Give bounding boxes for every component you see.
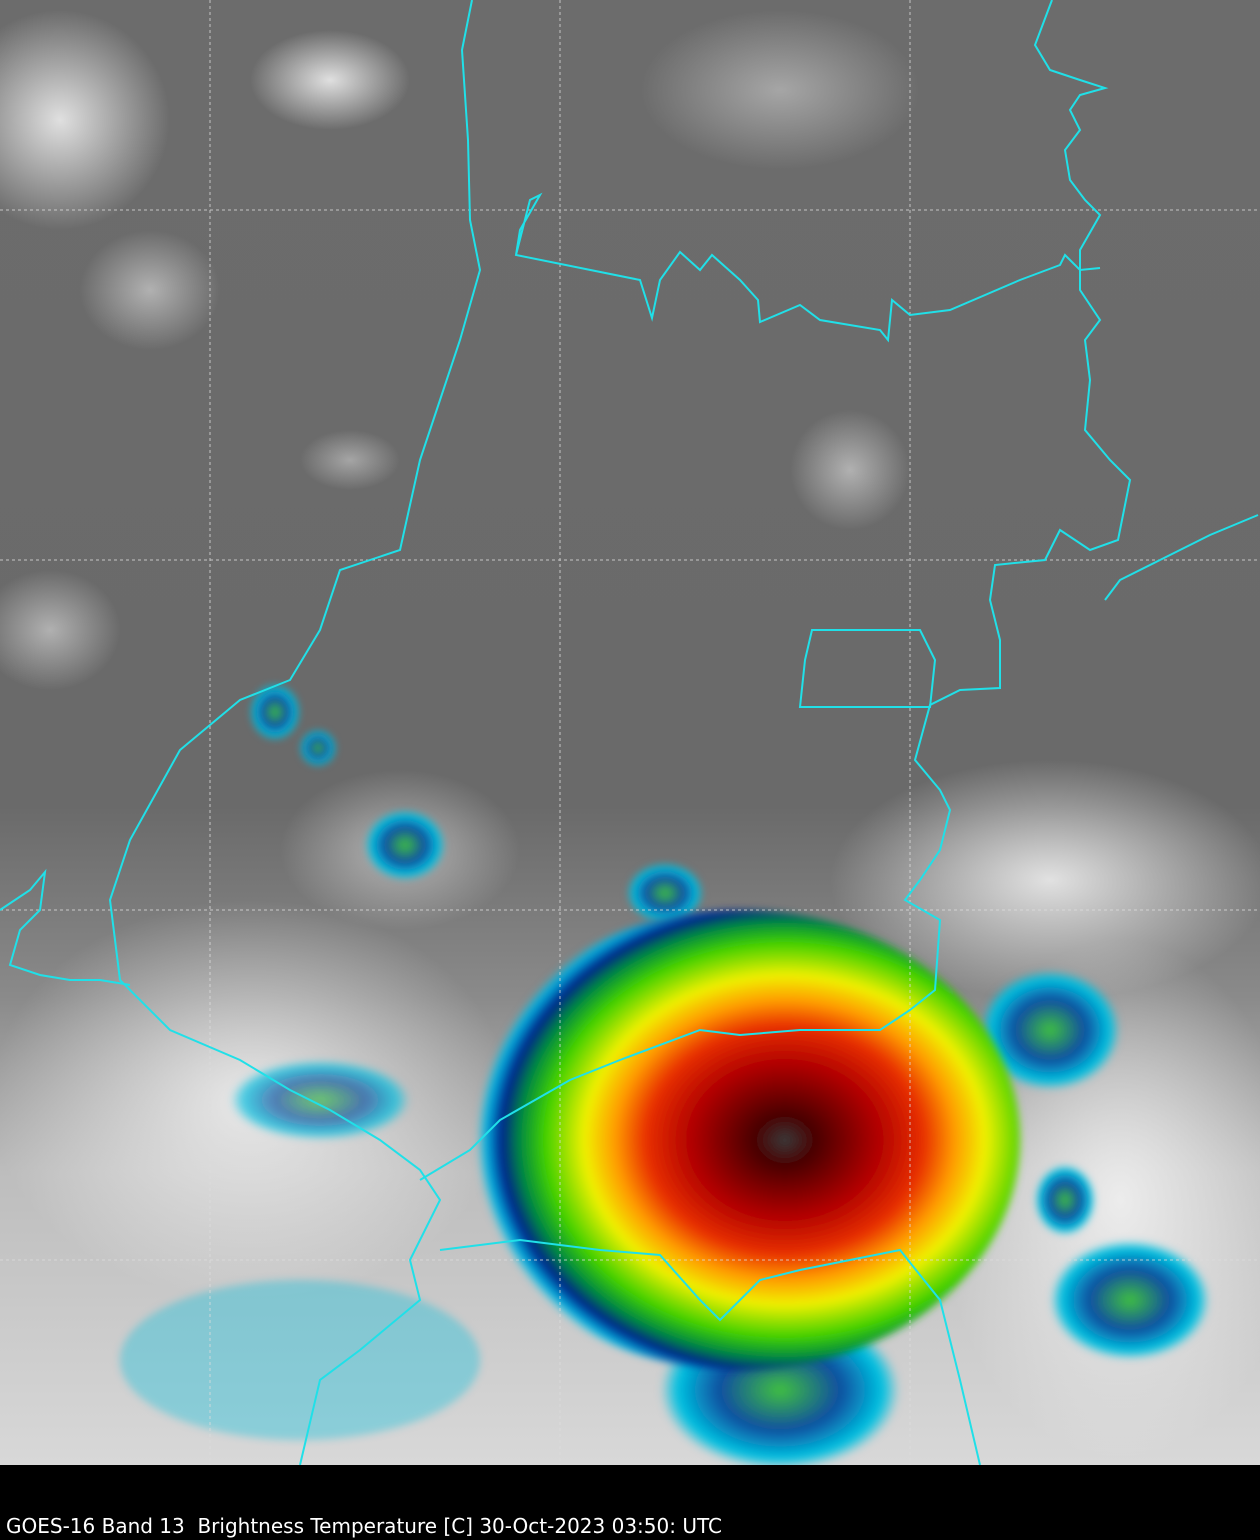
borders bbox=[0, 0, 1259, 1465]
satellite-image bbox=[0, 0, 1260, 1465]
caption-bar bbox=[0, 1465, 1260, 1540]
grid bbox=[0, 0, 1260, 1465]
caption: GOES-16 Band 13 Brightness Temperature [… bbox=[6, 1514, 722, 1538]
